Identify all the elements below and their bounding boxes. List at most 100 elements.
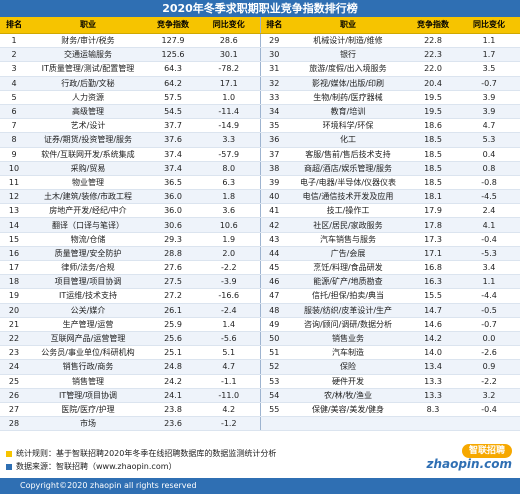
cell-index-right: 13.3 (408, 388, 458, 403)
header-index-right: 竞争指数 (408, 17, 458, 34)
cell-job-left: 物流/仓储 (28, 232, 148, 247)
cell-job-right: 烹饪/料理/食品研发 (288, 260, 408, 276)
cell-job-right: 机械设计/制造/维修 (288, 33, 408, 49)
cell-index-left: 30.6 (148, 217, 198, 233)
cell-job-left: IT质量管理/测试/配置管理 (28, 61, 148, 77)
cell-index-left: 57.5 (148, 90, 198, 105)
cell-change-right: 3.9 (458, 104, 520, 120)
cell-job-left: 律师/法务/合规 (28, 260, 148, 276)
blue-square-icon (6, 463, 12, 470)
cell-job-left: 交通运输服务 (28, 47, 148, 63)
header-rank-left: 排名 (0, 17, 28, 34)
table-row: 13 房地产开发/经纪/中介 36.0 3.6 41 技工/操作工 17.9 2.4 (0, 203, 520, 219)
cell-change-left: 4.2 (198, 402, 260, 418)
cell-change-right: 0.0 (458, 331, 520, 347)
cell-job-left: IT管理/项目协调 (28, 388, 148, 403)
cell-change-right: -5.3 (458, 246, 520, 262)
table-row: 2 交通运输服务 125.6 30.1 30 银行 22.3 1.7 (0, 47, 520, 63)
header-index-left: 竞争指数 (148, 17, 198, 34)
cell-index-right: 22.3 (408, 47, 458, 63)
cell-change-left: 5.1 (198, 345, 260, 361)
table-row: 27 医院/医疗/护理 23.8 4.2 55 保健/美容/美发/健身 8.3 -0.4 (0, 402, 520, 418)
cell-change-left: 6.3 (198, 175, 260, 191)
cell-change-left: -2.2 (198, 260, 260, 276)
table-row: 6 高级管理 54.5 -11.4 34 教育/培训 19.5 3.9 (0, 104, 520, 120)
cell-job-left: 行政/后勤/文秘 (28, 76, 148, 91)
cell-rank-left: 22 (0, 331, 28, 347)
cell-rank-right: 51 (259, 345, 288, 361)
cell-change-left: 8.0 (198, 161, 260, 176)
cell-rank-left: 26 (0, 388, 28, 403)
cell-index-left: 26.1 (148, 303, 198, 318)
cell-change-left: 4.7 (198, 359, 260, 375)
cell-job-right: 旅游/度假/出入境服务 (288, 61, 408, 77)
cell-index-left: 24.8 (148, 359, 198, 375)
cell-index-right: 14.6 (408, 317, 458, 332)
table-body: 1 财务/审计/税务 127.9 28.6 29 机械设计/制造/维修 22.8 1.1 2 交通… (0, 33, 520, 432)
table-row: 14 翻译（口译与笔译） 30.6 10.6 42 社区/居民/家政服务 17.8 4.1 (0, 217, 520, 233)
cell-change-right: 3.5 (458, 61, 520, 77)
cell-change-right: 0.4 (458, 147, 520, 162)
cell-change-right: 4.1 (458, 217, 520, 233)
cell-index-left: 37.4 (148, 161, 198, 176)
cell-change-right: -0.4 (458, 232, 520, 247)
cell-job-right: 服装/纺织/皮革设计/生产 (288, 303, 408, 318)
table-row: 26 IT管理/项目协调 24.1 -11.0 54 农/林/牧/渔业 13.3 3.2 (0, 388, 520, 403)
cell-rank-left: 18 (0, 274, 28, 290)
cell-index-right: 18.5 (408, 161, 458, 176)
cell-job-left: 房地产开发/经纪/中介 (28, 203, 148, 219)
cell-index-left: 28.8 (148, 246, 198, 262)
cell-index-right: 8.3 (408, 402, 458, 418)
cell-change-left: 1.9 (198, 232, 260, 247)
cell-job-left: 翻译（口译与笔译） (28, 217, 148, 233)
cell-index-left: 64.2 (148, 76, 198, 91)
cell-index-right: 18.5 (408, 147, 458, 162)
cell-rank-right: 35 (259, 118, 288, 134)
cell-change-right: -0.5 (458, 303, 520, 318)
cell-job-right: 硬件开发 (288, 374, 408, 389)
cell-job-left: 软件/互联网开发/系统集成 (28, 147, 148, 162)
cell-job-left: 销售行政/商务 (28, 359, 148, 375)
cell-job-right: 教育/培训 (288, 104, 408, 120)
cell-rank-left: 4 (0, 76, 28, 91)
cell-change-right: 0.8 (458, 161, 520, 176)
cell-job-left: 项目管理/项目协调 (28, 274, 148, 290)
cell-job-left: 人力资源 (28, 90, 148, 105)
cell-job-left: 高级管理 (28, 104, 148, 120)
table-row: 9 软件/互联网开发/系统集成 37.4 -57.9 37 客服/售前/售后技术支持 18.… (0, 147, 520, 162)
cell-index-right: 18.5 (408, 175, 458, 191)
cell-job-right: 环境科学/环保 (288, 118, 408, 134)
cell-rank-right: 52 (259, 359, 288, 375)
cell-change-left: -16.6 (198, 288, 260, 304)
cell-index-right: 19.5 (408, 90, 458, 105)
table-row: 4 行政/后勤/文秘 64.2 17.1 32 影视/媒体/出版/印刷 20.4 -0.7 (0, 76, 520, 91)
cell-rank-right: 37 (259, 147, 288, 162)
cell-rank-left: 5 (0, 90, 28, 105)
cell-change-left: 1.0 (198, 90, 260, 105)
cell-job-right: 影视/媒体/出版/印刷 (288, 76, 408, 91)
cell-change-left: 1.4 (198, 317, 260, 332)
cell-job-right: 咨询/顾问/调研/数据分析 (288, 317, 408, 332)
cell-rank-left: 21 (0, 317, 28, 332)
cell-job-left: 市场 (28, 416, 148, 432)
cell-index-left: 37.4 (148, 147, 198, 162)
cell-job-right: 电子/电器/半导体/仪器仪表 (288, 175, 408, 191)
cell-rank-left: 16 (0, 246, 28, 262)
cell-job-right: 客服/售前/售后技术支持 (288, 147, 408, 162)
copyright-bar: Copyright©2020 zhaopin all rights reserv… (0, 478, 520, 494)
cell-index-left: 127.9 (148, 33, 198, 49)
cell-change-left: -2.4 (198, 303, 260, 318)
logo-badge: 智联招聘 (462, 444, 512, 458)
cell-change-left: 28.6 (198, 33, 260, 49)
header-change-right: 同比变化 (458, 17, 520, 34)
table-row: 11 物业管理 36.5 6.3 39 电子/电器/半导体/仪器仪表 18.5 -0.8 (0, 175, 520, 191)
cell-rank-right: 49 (259, 317, 288, 332)
cell-job-right: 汽车销售与服务 (288, 232, 408, 247)
table-row: 23 公务员/事业单位/科研机构 25.1 5.1 51 汽车制造 14.0 -2.6 (0, 345, 520, 361)
cell-rank-left: 20 (0, 303, 28, 318)
header-job-right: 职业 (288, 17, 408, 34)
cell-rank-left: 24 (0, 359, 28, 375)
cell-job-left: 物业管理 (28, 175, 148, 191)
cell-change-right: 3.4 (458, 260, 520, 276)
table-row: 12 土木/建筑/装修/市政工程 36.0 1.8 40 电信/通信技术开发及应用 18.1… (0, 189, 520, 205)
